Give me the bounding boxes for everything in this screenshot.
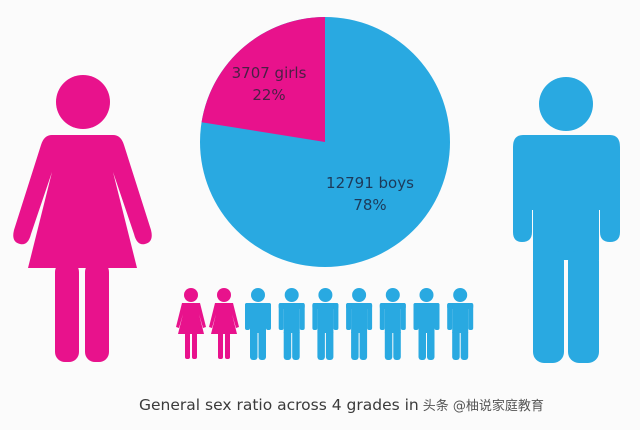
pictogram-row xyxy=(176,288,474,360)
small-man-icon xyxy=(346,288,373,360)
pie-chart xyxy=(200,17,450,267)
chart-caption: General sex ratio across 4 grades in 头条 @… xyxy=(139,395,544,414)
small-man-icon xyxy=(245,288,271,360)
small-man-icon xyxy=(447,288,474,360)
man-icon xyxy=(513,77,620,363)
watermark: 头条 @柚说家庭教育 xyxy=(422,399,544,414)
small-woman-icon xyxy=(209,288,239,359)
girls-count: 3707 girls xyxy=(231,64,307,82)
boys-count: 12791 boys xyxy=(326,174,414,192)
small-woman-icon xyxy=(176,288,206,359)
girls-slice-label: 3707 girls 22% xyxy=(214,62,324,106)
pie-slice-girls xyxy=(201,17,325,142)
caption-text: General sex ratio across 4 grades in xyxy=(139,396,419,414)
small-man-icon xyxy=(413,288,440,360)
small-man-icon xyxy=(379,288,406,360)
woman-icon xyxy=(13,75,152,362)
girls-percent: 22% xyxy=(252,86,286,104)
small-man-icon xyxy=(278,288,305,360)
small-man-icon xyxy=(312,288,339,360)
boys-percent: 78% xyxy=(353,196,387,214)
boys-slice-label: 12791 boys 78% xyxy=(305,172,435,216)
